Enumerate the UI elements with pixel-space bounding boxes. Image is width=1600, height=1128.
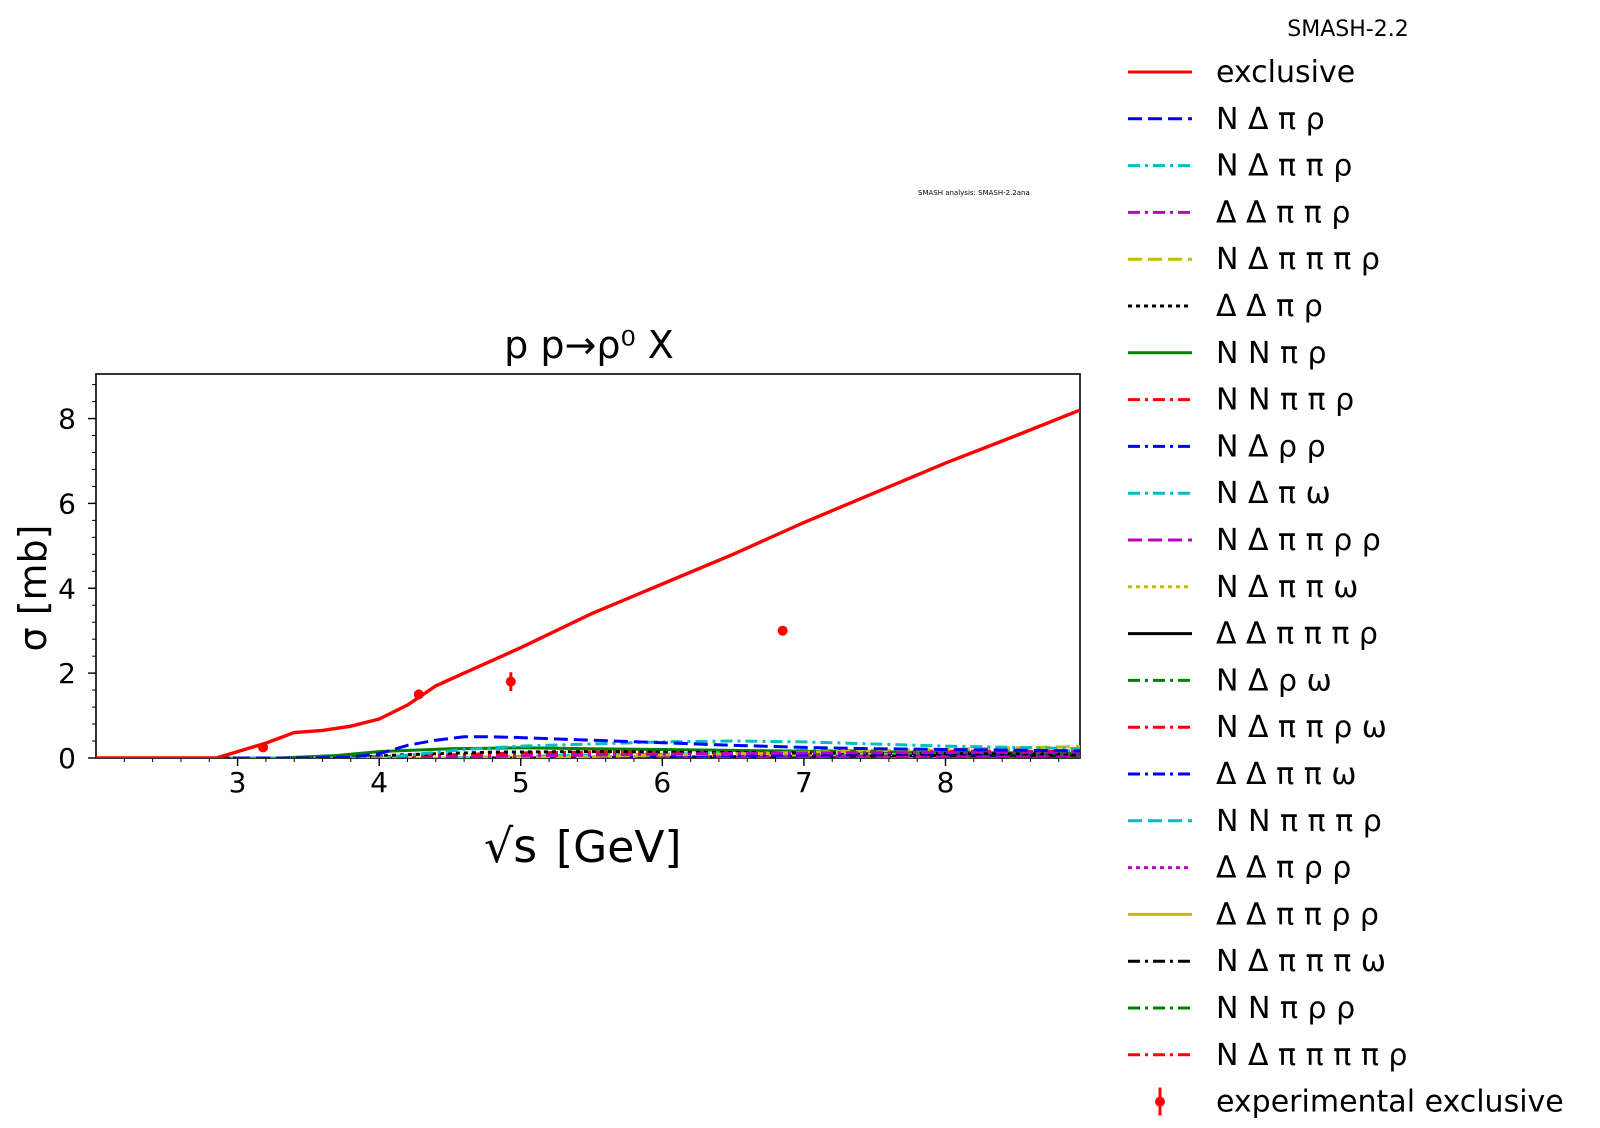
legend-label: N Δ π π ρ ω xyxy=(1216,710,1387,745)
x-axis-label: [GeV] xyxy=(556,822,682,873)
experimental-point xyxy=(505,676,516,687)
legend-label: Δ Δ π π ω xyxy=(1216,757,1356,792)
legend-label: N Δ π π ρ ρ xyxy=(1216,523,1381,558)
x-tick-label: 6 xyxy=(653,766,671,799)
legend-label: N Δ π ω xyxy=(1216,476,1331,511)
x-axis-symbol: √s xyxy=(484,819,537,873)
chart-title: p p→ρ⁰ X xyxy=(504,323,674,367)
experimental-point xyxy=(258,742,269,753)
legend-label: experimental exclusive xyxy=(1216,1085,1564,1120)
series-line xyxy=(96,408,1080,758)
y-tick-label: 4 xyxy=(58,572,76,605)
legend-label: N Δ π π ρ xyxy=(1216,149,1352,184)
legend-label: exclusive xyxy=(1216,55,1355,90)
legend-label: N Δ π π π ω xyxy=(1216,944,1386,979)
plot-frame xyxy=(95,373,1081,759)
y-axis-label: σ [mb] xyxy=(11,525,55,652)
y-tick-label: 2 xyxy=(58,657,76,690)
x-tick-label: 4 xyxy=(370,766,388,799)
legend-label: Δ Δ π ρ xyxy=(1216,289,1323,324)
x-tick-label: 7 xyxy=(795,766,813,799)
experimental-point xyxy=(413,689,424,700)
legend-swatch-point xyxy=(1155,1096,1165,1107)
legend-label: N N π ρ xyxy=(1216,336,1327,371)
legend-label: Δ Δ π π ρ ρ xyxy=(1216,897,1379,932)
legend-label: N Δ π ρ xyxy=(1216,102,1325,137)
legend-label: Δ Δ π π π ρ xyxy=(1216,617,1378,652)
legend-label: N Δ ρ ρ xyxy=(1216,429,1326,464)
legend-label: N N π π π ρ xyxy=(1216,804,1382,839)
x-tick-label: 8 xyxy=(937,766,955,799)
legend-label: N Δ π π π ρ xyxy=(1216,242,1380,277)
series-group xyxy=(96,408,1080,758)
watermark: SMASH analysis: SMASH-2.2ana xyxy=(918,189,1030,197)
legend-label: N Δ π π ω xyxy=(1216,570,1358,605)
legend-label: Δ Δ π ρ ρ xyxy=(1216,851,1351,886)
y-tick-label: 6 xyxy=(58,487,76,520)
experimental-point xyxy=(777,625,788,636)
series-line xyxy=(96,745,1080,758)
y-tick-label: 8 xyxy=(58,403,76,436)
legend-label: N N π π ρ xyxy=(1216,383,1354,418)
legend-label: N N π ρ ρ xyxy=(1216,991,1355,1026)
series-line xyxy=(96,754,1080,758)
legend-title: SMASH-2.2 xyxy=(1287,17,1408,42)
y-tick-label: 0 xyxy=(58,742,76,775)
x-tick-label: 3 xyxy=(229,766,247,799)
legend: SMASH-2.2 exclusive N Δ π ρ N Δ π π ρ Δ Δ π… xyxy=(1128,17,1564,1120)
plot-layer: 3 4 5 6 7 8 0 2 4 6 8 xyxy=(58,373,1081,799)
legend-label: N Δ π π π π ρ xyxy=(1216,1038,1407,1073)
series-line xyxy=(96,735,1080,758)
x-tick-label: 5 xyxy=(512,766,530,799)
legend-label: Δ Δ π π ρ xyxy=(1216,195,1350,230)
legend-label: N Δ ρ ω xyxy=(1216,663,1332,698)
